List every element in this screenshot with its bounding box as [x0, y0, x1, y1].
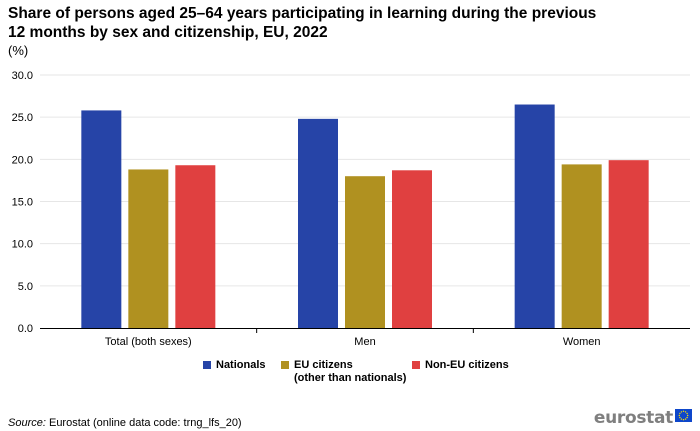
legend-item: Nationals [203, 359, 266, 372]
unit-label: (%) [8, 43, 29, 58]
legend: Nationals EU citizens (other than nationa… [0, 359, 700, 399]
legend-swatch [281, 361, 289, 369]
bar [608, 160, 649, 328]
eurostat-logo: eurostat [594, 408, 692, 428]
x-tick-label: Total (both sexes) [105, 336, 192, 348]
y-tick-label: 30.0 [12, 70, 33, 82]
bar [175, 165, 216, 328]
eu-flag-icon [675, 408, 692, 422]
legend-label: Nationals [216, 359, 266, 371]
legend-swatch [203, 361, 211, 369]
y-tick-label: 25.0 [12, 112, 33, 124]
bars [81, 104, 649, 329]
y-tick-label: 5.0 [18, 281, 33, 293]
source-note: Source: Eurostat (online data code: trng… [8, 417, 242, 429]
legend-label: Non-EU citizens [425, 359, 509, 371]
bar [392, 170, 432, 328]
bar [81, 110, 122, 328]
y-tick-label: 15.0 [12, 197, 33, 209]
legend-swatch [412, 361, 420, 369]
bar [128, 169, 169, 328]
y-tick-label: 20.0 [12, 154, 33, 166]
source-text: Eurostat (online data code: trng_lfs_20) [45, 417, 242, 429]
y-tick-label: 10.0 [12, 239, 33, 251]
x-axis: Total (both sexes) Men Women [40, 328, 690, 348]
bar [514, 104, 555, 329]
y-tick-label: 0.0 [18, 323, 33, 335]
bar [298, 118, 338, 328]
legend-item: Non-EU citizens [412, 359, 509, 372]
legend-item: EU citizens (other than nationals) [281, 359, 406, 385]
legend-label: EU citizens (other than nationals) [294, 359, 407, 384]
bar [561, 164, 602, 328]
source-label: Source: [8, 417, 46, 429]
logo-text: eurostat [593, 408, 673, 428]
x-tick-label: Men [354, 336, 375, 348]
chart-title: Share of persons aged 25–64 years partic… [8, 5, 597, 41]
bar [345, 176, 385, 328]
y-axis-ticks: 0.0 5.0 10.0 15.0 20.0 25.0 30.0 [12, 70, 33, 335]
bar-chart: 0.0 5.0 10.0 15.0 20.0 25.0 30.0 Total (both s… [12, 70, 690, 348]
x-tick-label: Women [563, 336, 601, 348]
